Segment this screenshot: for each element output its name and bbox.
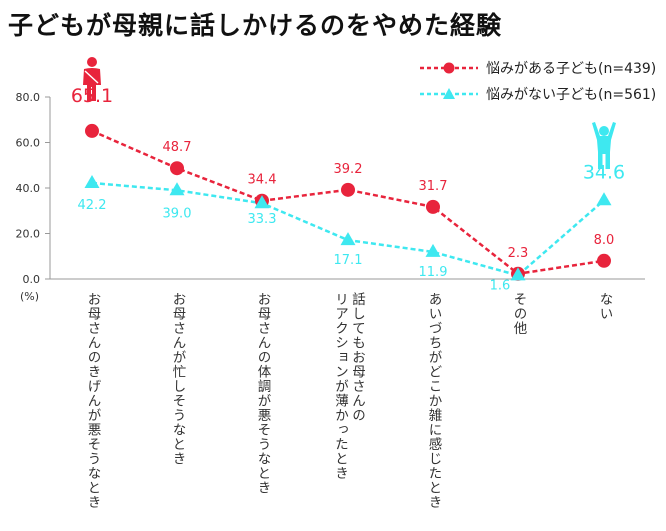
y-tick-label: 40.0 — [16, 182, 41, 195]
data-label: 11.9 — [419, 265, 448, 280]
y-tick-label: 20.0 — [16, 228, 41, 241]
legend-item-with-worries: 悩みがある子ども(n=439) — [420, 58, 656, 78]
data-label: 34.4 — [248, 173, 277, 188]
data-point-triangle — [340, 232, 356, 246]
data-label: 39.0 — [163, 206, 192, 221]
data-point-circle — [170, 161, 184, 176]
legend-marker-circle — [420, 62, 478, 74]
data-label: 31.7 — [419, 179, 448, 194]
legend-label: 悩みがある子ども(n=439) — [486, 61, 657, 77]
category-label: ない — [596, 292, 613, 321]
data-label: 39.2 — [334, 162, 363, 177]
data-point-triangle — [510, 267, 526, 281]
category-label: あいづちがどこか雑に感じたとき — [425, 292, 442, 510]
data-point-circle — [597, 253, 611, 268]
data-point-triangle — [596, 192, 612, 206]
data-label: 33.3 — [248, 212, 277, 227]
chart-title: 子どもが母親に話しかけるのをやめた経験 — [8, 11, 503, 40]
data-point-triangle — [254, 195, 270, 209]
data-label: 17.1 — [334, 253, 363, 268]
category-label: 話してもお母さんの リアクションが薄かったとき — [332, 292, 365, 481]
category-label: お母さんのきげんが悪そうなとき — [84, 292, 101, 510]
legend-item-without-worries: 悩みがない子ども(n=561) — [420, 84, 656, 104]
y-axis-unit: (%) — [20, 290, 39, 303]
category-label: お母さんが忙しそうなとき — [169, 292, 186, 466]
data-label: 1.6 — [490, 278, 511, 293]
data-point-triangle — [425, 243, 441, 257]
happy-child-icon — [592, 122, 616, 169]
worried-child-icon — [83, 57, 101, 101]
data-label: 48.7 — [163, 140, 192, 155]
data-label: 2.3 — [508, 246, 529, 261]
category-label: その他 — [510, 292, 527, 336]
data-label: 42.2 — [78, 198, 107, 213]
category-label: お母さんの体調が悪そうなとき — [254, 292, 271, 495]
data-label: 8.0 — [594, 233, 615, 248]
data-point-circle — [341, 182, 355, 197]
y-tick-label: 60.0 — [16, 137, 41, 150]
data-point-triangle — [84, 174, 100, 188]
y-tick-label: 0.0 — [23, 273, 41, 286]
legend-marker-triangle — [420, 88, 478, 99]
data-point-triangle — [169, 182, 185, 196]
data-label: 34.6 — [583, 161, 625, 183]
data-point-circle — [85, 123, 99, 138]
data-point-circle — [426, 199, 440, 214]
legend-label: 悩みがない子ども(n=561) — [486, 87, 657, 103]
y-tick-label: 80.0 — [16, 91, 41, 104]
